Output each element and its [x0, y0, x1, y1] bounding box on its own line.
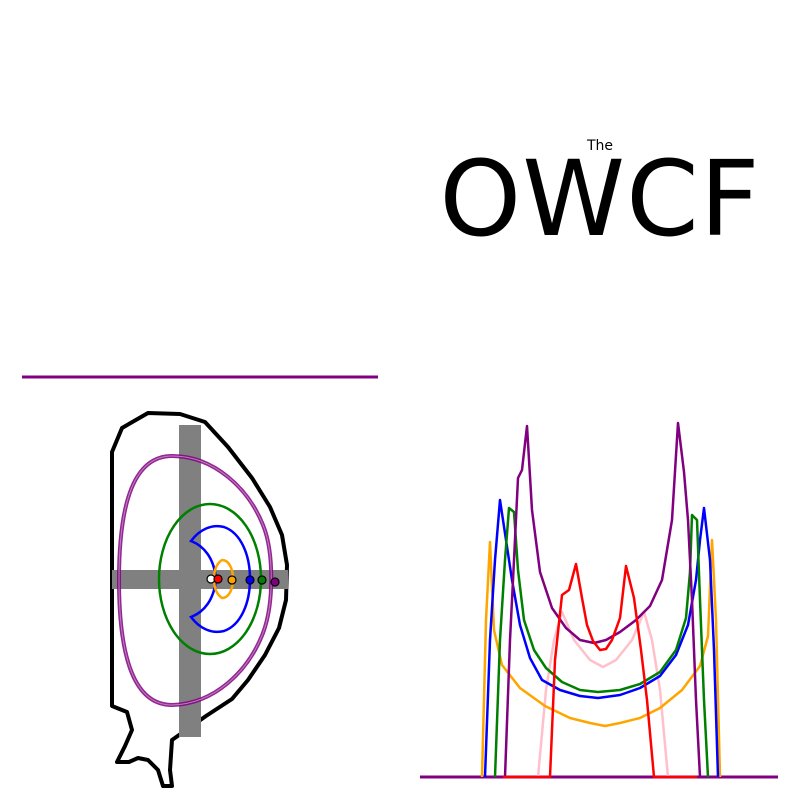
vessel-wall — [110, 411, 289, 788]
marker-orange — [227, 575, 237, 585]
tokamak-cross-section — [22, 375, 378, 788]
spectrum-purple — [503, 421, 702, 778]
marker-green — [257, 575, 267, 585]
logo-the-text: The — [586, 138, 614, 154]
marker-purple — [270, 577, 280, 587]
marker-red — [213, 574, 223, 584]
diagnostic-line-horizontal — [112, 570, 288, 589]
spectrum-pink — [536, 610, 670, 778]
marker-blue — [245, 575, 255, 585]
spectrum-blue — [483, 498, 720, 778]
spectrum-red — [503, 562, 697, 779]
flux-contour-orange — [212, 558, 235, 600]
spectrum-orange — [480, 538, 722, 778]
separatrix-contour-inner — [118, 455, 272, 706]
logo-owcf-text: OWCF — [439, 138, 761, 260]
spectrum-green — [493, 506, 710, 778]
spectra-panel — [420, 421, 778, 779]
